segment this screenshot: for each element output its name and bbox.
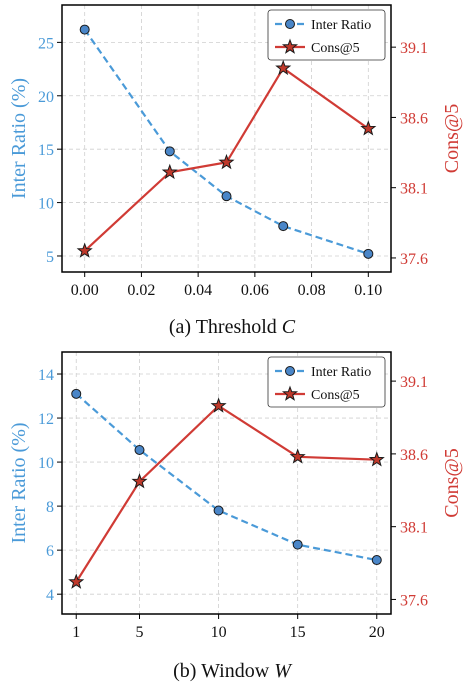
legend: Inter Ratio Cons@5 [267, 9, 386, 61]
y-right-tick-label: 37.6 [400, 592, 428, 609]
point-cons5 [68, 573, 85, 589]
y-right-axis-label: Cons@5 [441, 104, 463, 174]
x-tick-label: 0.06 [241, 282, 269, 299]
point-cons5 [289, 448, 306, 464]
x-tick-label: 5 [136, 624, 144, 641]
y-right-tick-label: 37.6 [400, 251, 428, 268]
y-left-tick-label: 25 [38, 35, 54, 52]
point-inter-ratio [79, 24, 90, 35]
subplot-caption: (b) Window W [173, 660, 293, 682]
y-left-axis-label: Inter Ratio (%) [8, 78, 30, 199]
x-tick-label: 15 [290, 624, 306, 641]
y-left-tick-label: 20 [38, 89, 54, 106]
caption-text: (b) Window [173, 660, 274, 682]
subplot-a: 0.00 0.02 0.04 0.06 0.08 0.10 5 10 15 20 25 37.6 38.… [8, 4, 463, 338]
series-line-cons-5 [75, 404, 377, 583]
y-right-tick-label: 38.6 [400, 110, 428, 127]
x-tick-label: 0.00 [71, 282, 99, 299]
y-left-tick-label: 14 [38, 367, 54, 384]
x-tick-label: 10 [211, 624, 227, 641]
point-inter-ratio [164, 146, 175, 157]
point-inter-ratio [221, 191, 232, 202]
point-inter-ratio [363, 248, 374, 259]
y-left-tick-label: 8 [46, 499, 54, 516]
caption-variable: W [274, 660, 293, 682]
point-cons5 [131, 473, 148, 489]
point-inter-ratio [213, 505, 224, 516]
x-tick-label: 0.02 [127, 282, 155, 299]
y-left-tick-label: 6 [46, 543, 54, 560]
x-tick-label: 0.10 [354, 282, 382, 299]
point-inter-ratio [278, 221, 289, 232]
y-left-tick-label: 5 [46, 249, 54, 266]
y-left-tick-label: 12 [38, 411, 54, 428]
plot-frame [61, 4, 392, 273]
series-line-inter-ratio [83, 28, 369, 255]
point-inter-ratio [71, 388, 82, 399]
point-cons5 [368, 451, 385, 467]
y-right-tick-label: 38.1 [400, 181, 428, 198]
legend: Inter Ratio Cons@5 [267, 356, 386, 408]
point-inter-ratio [134, 444, 145, 455]
x-tick-label: 1 [72, 624, 80, 641]
point-cons5 [210, 397, 227, 413]
legend-label: Cons@5 [311, 388, 360, 403]
point-cons5 [218, 153, 235, 170]
plot-frame [61, 351, 392, 615]
legend-marker-inter-ratio [285, 366, 295, 376]
point-inter-ratio [292, 539, 303, 550]
legend-label: Inter Ratio [311, 18, 371, 33]
y-left-tick-label: 15 [38, 142, 54, 159]
point-cons5 [76, 242, 93, 258]
point-cons5 [161, 163, 178, 180]
caption-text: (a) Threshold [169, 316, 282, 338]
subplot-caption: (a) Threshold C [169, 316, 296, 338]
x-tick-label: 0.08 [298, 282, 326, 299]
series-line-inter-ratio [75, 393, 377, 562]
y-left-tick-label: 10 [38, 196, 54, 213]
y-right-tick-label: 39.1 [400, 40, 428, 57]
point-inter-ratio [371, 555, 382, 566]
y-right-axis-label: Cons@5 [441, 448, 463, 518]
y-left-axis-label: Inter Ratio (%) [8, 422, 30, 543]
legend-marker-cons5 [281, 385, 299, 401]
legend-marker-cons5 [281, 38, 299, 54]
legend-label: Inter Ratio [311, 365, 371, 380]
legend-label: Cons@5 [311, 41, 360, 56]
y-right-tick-label: 39.1 [400, 374, 428, 391]
y-left-tick-label: 10 [38, 455, 54, 472]
x-tick-label: 0.04 [184, 282, 212, 299]
y-right-tick-label: 38.6 [400, 447, 428, 464]
x-tick-label: 20 [369, 624, 385, 641]
legend-marker-inter-ratio [285, 19, 295, 29]
y-left-tick-label: 4 [46, 587, 54, 604]
point-cons5 [360, 120, 377, 136]
y-right-tick-label: 38.1 [400, 520, 428, 537]
point-cons5 [275, 59, 292, 76]
caption-variable: C [282, 316, 296, 338]
